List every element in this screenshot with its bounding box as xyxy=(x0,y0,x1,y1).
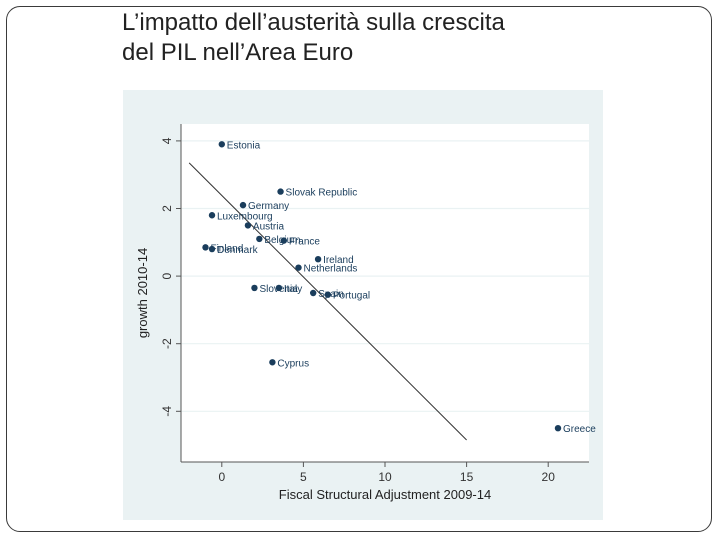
point-finland xyxy=(202,244,209,251)
point-label-france: France xyxy=(289,237,321,248)
point-luxembourg xyxy=(208,212,216,219)
point-france xyxy=(280,237,288,244)
y-axis-label: growth 2010-14 xyxy=(135,248,150,338)
x-tick-label: 0 xyxy=(218,470,225,484)
point-label-finland: Finland xyxy=(210,243,243,254)
slide-title-line-1: L’impatto dell’austerità sulla crescita xyxy=(122,9,505,36)
y-tick-label: 2 xyxy=(160,205,174,212)
point-label-denmark: Denmark xyxy=(217,245,259,256)
point-estonia xyxy=(218,141,225,148)
x-tick-label: 15 xyxy=(460,470,474,484)
point-denmark xyxy=(208,245,216,253)
point-greece xyxy=(554,425,562,432)
slide-title-line-2: del PIL nell’Area Euro xyxy=(122,39,354,66)
point-label-austria: Austria xyxy=(253,221,285,232)
x-tick-label: 20 xyxy=(542,470,556,484)
point-label-slovak-republic: Slovak Republic xyxy=(286,188,358,199)
point-label-portugal: Portugal xyxy=(333,291,370,302)
point-label-estonia: Estonia xyxy=(227,140,261,151)
point-belgium xyxy=(256,235,263,243)
point-label-netherlands: Netherlands xyxy=(304,264,358,275)
point-label-germany: Germany xyxy=(248,201,289,212)
chart-svg: 0 5 10 15 20 -4 -2 0 2 4 Estonia Slovak Republic Ge… xyxy=(123,90,603,520)
y-tick-label: -2 xyxy=(160,338,174,349)
point-portugal xyxy=(324,291,332,298)
x-axis-label: Fiscal Structural Adjustment 2009-14 xyxy=(279,487,491,502)
point-ireland xyxy=(314,256,322,263)
regression-line xyxy=(188,162,467,441)
point-label-luxembourg: Luxembourg xyxy=(217,211,273,222)
point-slovenia xyxy=(251,284,258,292)
point-label-greece: Greece xyxy=(563,424,596,435)
plot-background xyxy=(181,124,589,462)
y-tick-label: 0 xyxy=(160,272,174,279)
x-tick-label: 5 xyxy=(300,470,307,484)
point-label-cyprus: Cyprus xyxy=(277,358,309,369)
y-tick-label: -4 xyxy=(160,406,174,417)
point-italy xyxy=(275,284,283,292)
point-germany xyxy=(239,201,247,209)
point-label-italy: Italy xyxy=(284,284,302,295)
point-austria xyxy=(244,222,252,229)
gridlines xyxy=(181,140,589,412)
point-netherlands xyxy=(295,264,302,271)
point-cyprus xyxy=(269,359,276,366)
slide-title: L’impatto dell’austerità sulla crescita … xyxy=(122,8,682,68)
point-label-ireland: Ireland xyxy=(323,255,354,266)
y-tick-label: 4 xyxy=(160,137,174,144)
data-points: Estonia Slovak Republic GermanyLuxembourgA… xyxy=(202,140,596,435)
point-slovak-republic xyxy=(277,188,284,195)
point-spain xyxy=(309,289,317,297)
scatter-chart: 0 5 10 15 20 -4 -2 0 2 4 Estonia Slovak Republic Ge… xyxy=(123,90,603,520)
axes: 0 5 10 15 20 -4 -2 0 2 4 xyxy=(160,124,589,484)
x-tick-label: 10 xyxy=(378,470,392,484)
